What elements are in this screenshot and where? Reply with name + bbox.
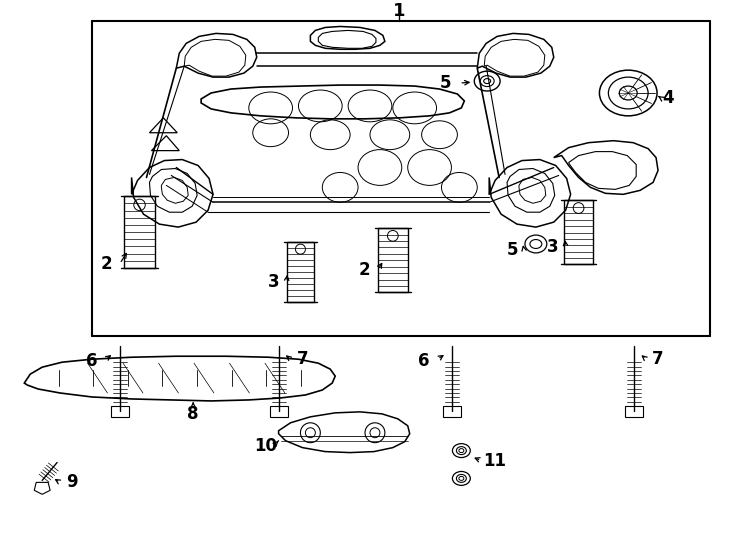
Text: 3: 3: [268, 273, 280, 291]
Circle shape: [305, 428, 316, 438]
Text: 6: 6: [86, 352, 98, 370]
Polygon shape: [111, 406, 128, 417]
Polygon shape: [34, 482, 50, 494]
Polygon shape: [269, 406, 288, 417]
Text: 4: 4: [662, 89, 674, 107]
Text: 7: 7: [653, 350, 664, 368]
Text: 5: 5: [506, 241, 517, 259]
Polygon shape: [443, 406, 462, 417]
Text: 10: 10: [254, 437, 277, 455]
Text: 2: 2: [358, 261, 370, 279]
Text: 11: 11: [484, 451, 506, 470]
Text: 9: 9: [66, 474, 78, 491]
Text: 5: 5: [440, 74, 451, 92]
Text: 2: 2: [101, 255, 112, 273]
Text: 7: 7: [297, 350, 308, 368]
Text: 1: 1: [393, 2, 405, 19]
Text: 6: 6: [418, 352, 429, 370]
Polygon shape: [625, 406, 643, 417]
Text: 3: 3: [547, 238, 559, 256]
Ellipse shape: [484, 79, 490, 84]
Text: 8: 8: [187, 405, 199, 423]
Circle shape: [370, 428, 380, 438]
